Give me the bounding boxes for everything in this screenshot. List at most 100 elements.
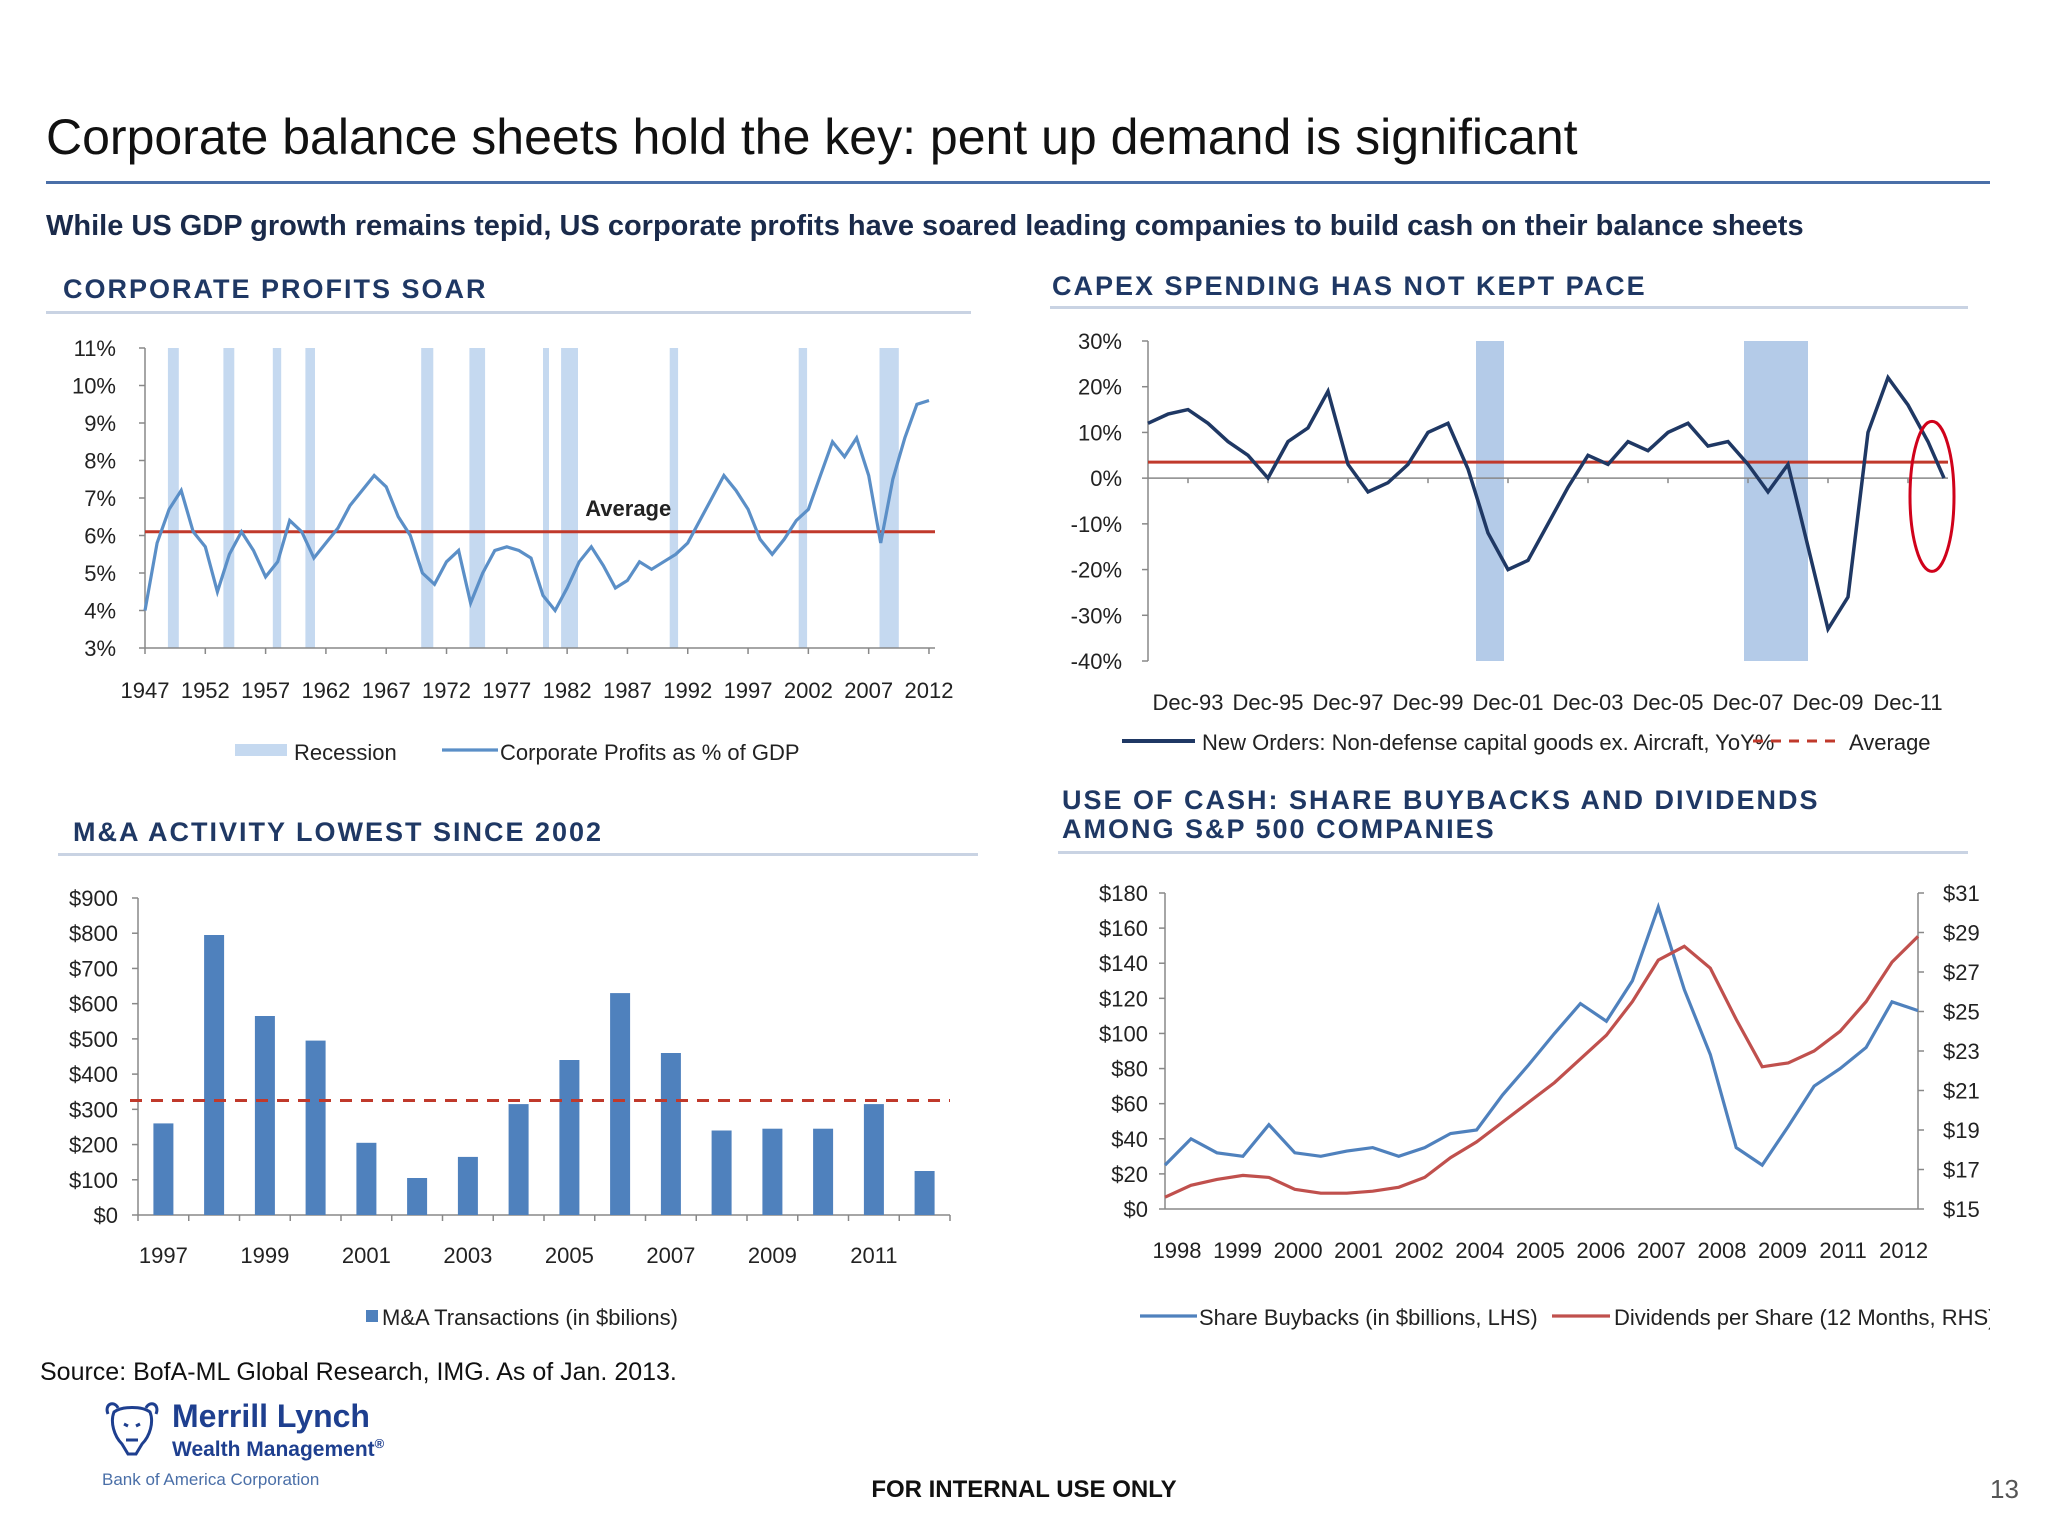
capex-x-tick-label: Dec-03 <box>1553 690 1624 715</box>
cash-x-tick-label: 2000 <box>1274 1238 1323 1263</box>
profits-x-tick-label: 1997 <box>724 678 773 703</box>
ma-x-tick-label: 2005 <box>545 1243 594 1268</box>
profits-x-tick-label: 1967 <box>362 678 411 703</box>
ma-bar <box>407 1178 428 1215</box>
cash-left-tick-label: $80 <box>1111 1057 1148 1082</box>
profits-x-tick-label: 1947 <box>121 678 170 703</box>
ma-panel-rule <box>58 853 978 856</box>
profits-y-tick-label: 3% <box>84 636 116 661</box>
cash-legend: Share Buybacks (in $billions, LHS) Divid… <box>1140 1305 1990 1330</box>
cash-x-tick-label: 1998 <box>1153 1238 1202 1263</box>
ma-panel-title: M&A ACTIVITY LOWEST SINCE 2002 <box>73 817 604 847</box>
cash-x-tick-label: 2009 <box>1758 1238 1807 1263</box>
legend-new-orders-label: New Orders: Non-defense capital goods ex… <box>1202 730 1774 755</box>
cash-left-tick-label: $40 <box>1111 1127 1148 1152</box>
ma-y-tick-label: $200 <box>69 1133 118 1158</box>
logo-registered-mark: ® <box>374 1436 385 1451</box>
cash-left-tick-label: $140 <box>1099 951 1148 976</box>
profits-panel-title: CORPORATE PROFITS SOAR <box>63 274 488 304</box>
ma-bar <box>153 1123 174 1215</box>
slide-title: Corporate balance sheets hold the key: p… <box>46 109 1578 165</box>
profits-y-tick-label: 10% <box>72 374 116 399</box>
cash-right-tick-label: $15 <box>1943 1197 1980 1222</box>
ma-bar <box>356 1142 377 1215</box>
ma-bar <box>610 993 631 1215</box>
ma-bar <box>762 1128 783 1215</box>
dividends-per-share-line <box>1164 935 1920 1199</box>
ma-bar <box>204 935 225 1215</box>
capex-x-tick-label: Dec-99 <box>1393 690 1464 715</box>
legend-buybacks-label: Share Buybacks (in $billions, LHS) <box>1199 1305 1538 1330</box>
ma-x-tick-label: 2003 <box>443 1243 492 1268</box>
profits-y-tick-label: 9% <box>84 411 116 436</box>
capex-y-tick-label: 30% <box>1078 329 1122 354</box>
capex-y-tick-label: 10% <box>1078 420 1122 445</box>
recession-band <box>223 348 235 648</box>
capex-x-tick-label: Dec-11 <box>1873 690 1942 715</box>
recession-band <box>167 348 179 648</box>
ma-y-tick-labels: $900 $800 $700 $600 $500 $400 $300 $200 $100 $0 <box>69 886 118 1228</box>
logo-wordmark: Merrill Lynch <box>172 1398 370 1434</box>
ma-y-tick-label: $700 <box>69 956 118 981</box>
cash-x-tick-label: 2008 <box>1698 1238 1747 1263</box>
cash-right-tick-label: $25 <box>1943 1000 1980 1025</box>
cash-x-tick-label: 2006 <box>1576 1238 1625 1263</box>
profits-y-tick-label: 4% <box>84 599 116 624</box>
profits-x-tick-label: 1992 <box>663 678 712 703</box>
ma-x-tick-label: 2001 <box>342 1243 391 1268</box>
legend-average-label: Average <box>1849 730 1931 755</box>
profits-legend: Recession Corporate Profits as % of GDP <box>235 740 800 765</box>
profits-y-tick-label: 5% <box>84 561 116 586</box>
cash-x-tick-label: 1999 <box>1213 1238 1262 1263</box>
profits-x-tick-label: 2002 <box>784 678 833 703</box>
capex-x-tick-label: Dec-09 <box>1793 690 1864 715</box>
cash-left-tick-label: $60 <box>1111 1092 1148 1117</box>
ma-y-tick-label: $100 <box>69 1168 118 1193</box>
ma-x-tick-label: 1997 <box>139 1243 188 1268</box>
profits-x-tick-labels: 1947 1952 1957 1962 1967 1972 1977 1982 1987 1992… <box>121 678 954 703</box>
cash-x-tick-label: 2001 <box>1334 1238 1383 1263</box>
profits-x-tick-label: 1972 <box>422 678 471 703</box>
legend-ma-swatch <box>366 1310 378 1322</box>
capex-new-orders-line <box>1147 373 1946 634</box>
ma-bar <box>559 1060 580 1215</box>
corporate-profits-line <box>143 398 930 614</box>
recession-band <box>669 348 679 648</box>
corporate-profits-chart: Average 1947 1952 1957 1962 1967 1972 1977 1982… <box>72 336 954 765</box>
legend-ma-label: M&A Transactions (in $bilions) <box>382 1305 678 1330</box>
capex-panel-rule <box>1050 306 1968 309</box>
recession-band <box>272 348 282 648</box>
ma-x-tick-label: 2011 <box>850 1243 897 1268</box>
recession-band <box>305 348 315 648</box>
ma-bar <box>305 1040 326 1215</box>
capex-y-tick-label: -10% <box>1071 512 1122 537</box>
ma-x-tick-label: 1999 <box>240 1243 289 1268</box>
ma-y-tick-label: $400 <box>69 1062 118 1087</box>
capex-panel-title: CAPEX SPENDING HAS NOT KEPT PACE <box>1052 271 1647 301</box>
recession-band <box>543 348 549 648</box>
cash-panel-title-line2: AMONG S&P 500 COMPANIES <box>1062 814 1496 844</box>
cash-panel-title-line1: USE OF CASH: SHARE BUYBACKS AND DIVIDEND… <box>1062 785 1820 815</box>
cash-right-tick-label: $27 <box>1943 960 1980 985</box>
cash-left-tick-label: $160 <box>1099 916 1148 941</box>
capex-axes <box>1142 340 1948 662</box>
cash-right-tick-label: $29 <box>1943 921 1980 946</box>
cash-left-tick-label: $20 <box>1111 1162 1148 1187</box>
recession-band <box>561 348 578 648</box>
recession-band <box>798 348 808 648</box>
capex-y-tick-label: -40% <box>1071 649 1122 674</box>
capex-y-tick-label: -30% <box>1071 603 1122 628</box>
profits-x-tick-label: 2012 <box>904 678 953 703</box>
capex-x-tick-label: Dec-97 <box>1313 690 1384 715</box>
cash-axes <box>1159 892 1924 1210</box>
legend-profits-label: Corporate Profits as % of GDP <box>500 740 800 765</box>
capex-x-tick-label: Dec-01 <box>1473 690 1544 715</box>
ma-y-tick-label: $0 <box>94 1203 118 1228</box>
profits-x-tick-label: 2007 <box>844 678 893 703</box>
share-buybacks-line <box>1163 901 1919 1168</box>
capex-y-tick-label: 0% <box>1090 466 1122 491</box>
use-of-cash-chart: 1998 1999 2000 2001 2002 2004 2005 2006 2007 2008… <box>1099 881 1990 1330</box>
profits-x-tick-label: 1962 <box>301 678 350 703</box>
cash-right-tick-label: $17 <box>1943 1158 1980 1183</box>
source-note: Source: BofA-ML Global Research, IMG. As… <box>40 1358 677 1386</box>
